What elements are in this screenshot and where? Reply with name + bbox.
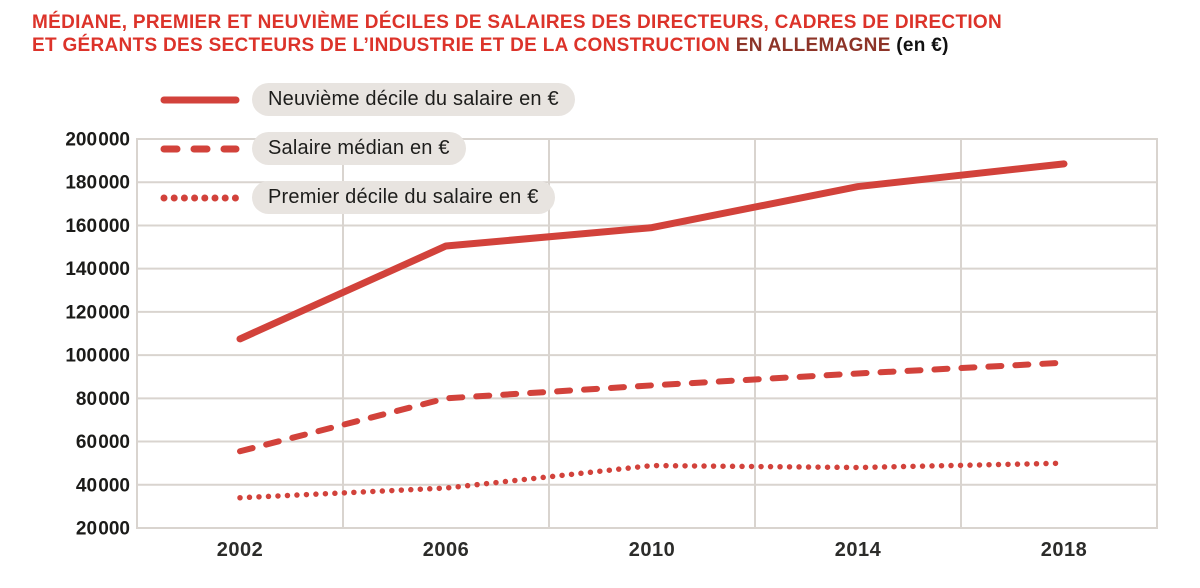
legend-item-salaire-median: Salaire médian en € bbox=[160, 132, 575, 165]
series-line-dashed bbox=[237, 359, 1067, 455]
plot-frame bbox=[136, 138, 1158, 529]
y-tick-label: 60 000 bbox=[76, 432, 130, 453]
dashed-line-icon bbox=[160, 145, 240, 152]
solid-line-icon bbox=[160, 96, 240, 103]
chart-title-line2: ET GÉRANTS DES SECTEURS DE L’INDUSTRIE E… bbox=[32, 35, 731, 56]
series-line-solid bbox=[236, 160, 1068, 343]
chart-title: MÉDIANE, PREMIER ET NEUVIÈME DÉCILES DE … bbox=[32, 11, 1002, 57]
y-tick-label: 80 000 bbox=[76, 389, 130, 410]
x-tick-label: 2014 bbox=[835, 539, 882, 561]
legend-label: Salaire médian en € bbox=[252, 132, 466, 165]
y-tick-label: 120 000 bbox=[65, 302, 130, 323]
chart-title-line1: MÉDIANE, PREMIER ET NEUVIÈME DÉCILES DE … bbox=[32, 12, 1003, 33]
legend-item-neuvieme-decile: Neuvième décile du salaire en € bbox=[160, 83, 575, 116]
chart-title-unit: (en €) bbox=[896, 35, 949, 56]
y-tick-label: 200 000 bbox=[65, 130, 130, 151]
x-tick-label: 2006 bbox=[423, 539, 470, 561]
series-line-dotted bbox=[237, 460, 1067, 501]
legend: Neuvième décile du salaire en € Salaire … bbox=[160, 83, 575, 214]
y-tick-label: 140 000 bbox=[65, 259, 130, 280]
y-tick-label: 100 000 bbox=[65, 346, 130, 367]
x-tick-label: 2002 bbox=[217, 539, 264, 561]
y-tick-label: 180 000 bbox=[65, 173, 130, 194]
x-tick-label: 2018 bbox=[1041, 539, 1088, 561]
legend-label: Neuvième décile du salaire en € bbox=[252, 83, 575, 116]
legend-item-premier-decile: Premier décile du salaire en € bbox=[160, 181, 575, 214]
dotted-line-icon bbox=[160, 194, 240, 201]
y-tick-label: 20 000 bbox=[76, 519, 130, 540]
x-tick-label: 2010 bbox=[629, 539, 676, 561]
legend-label: Premier décile du salaire en € bbox=[252, 181, 555, 214]
y-tick-label: 40 000 bbox=[76, 475, 130, 496]
chart-title-country: EN ALLEMAGNE bbox=[735, 35, 891, 56]
y-tick-label: 160 000 bbox=[65, 216, 130, 237]
